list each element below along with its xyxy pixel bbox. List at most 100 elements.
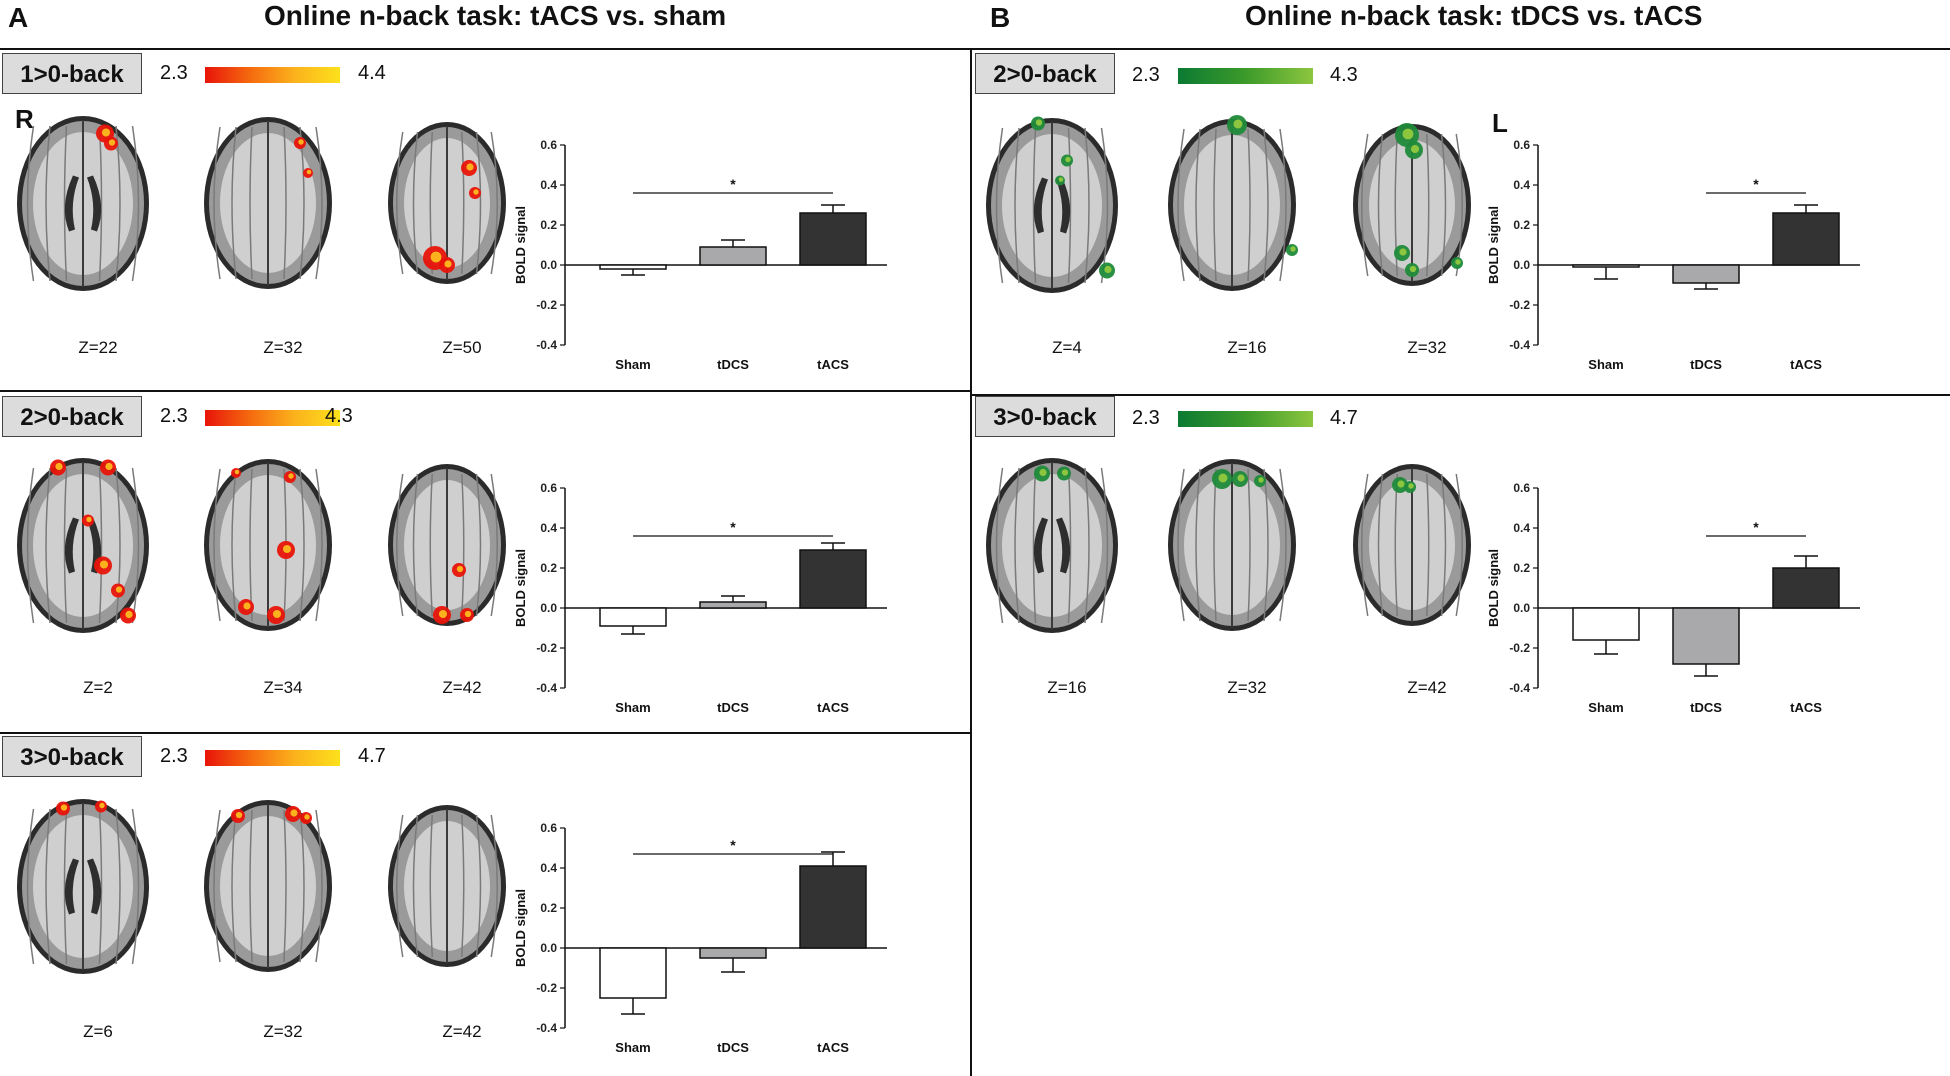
slice-z-label: Z=2 — [83, 678, 113, 697]
bar-tacs — [799, 212, 867, 266]
sulcus-line — [1247, 468, 1251, 622]
sulcus-line — [1084, 127, 1090, 283]
sulcus-line — [1213, 468, 1217, 622]
sulcus-line — [1100, 467, 1109, 623]
activation-peak — [101, 127, 111, 137]
activation-peak — [1402, 128, 1414, 140]
activation-peak — [306, 169, 312, 175]
slice-z-label: Z=22 — [78, 338, 118, 357]
sulcus-line — [461, 131, 465, 275]
sulcus-line — [283, 126, 287, 280]
sulcus-line — [45, 808, 51, 964]
y-tick-label: -0.2 — [536, 981, 557, 995]
activation-peak — [1408, 483, 1414, 489]
sulcus-line — [475, 131, 482, 275]
activation-peak — [105, 462, 113, 470]
y-axis-label: BOLD signal — [1486, 206, 1501, 284]
y-tick-label: 0.0 — [1513, 258, 1530, 272]
sulcus-line — [213, 809, 221, 963]
brain-slice — [1168, 459, 1296, 631]
bar-tdcs — [699, 246, 767, 266]
activation-peak — [1104, 265, 1112, 273]
ventricle — [64, 858, 79, 914]
sulcus-line — [63, 808, 68, 964]
activation-peak — [1061, 468, 1069, 476]
brain-slice — [1353, 464, 1471, 626]
sulcus-line — [231, 126, 237, 280]
sulcus-line — [315, 468, 323, 622]
sulcus-line — [1440, 473, 1447, 617]
y-tick-label: -0.4 — [1509, 338, 1530, 352]
panel-b-title: Online n-back task: tDCS vs. tACS — [1245, 0, 1703, 31]
color-max-label: 4.3 — [1330, 64, 1358, 86]
color-max-label: 4.3 — [325, 405, 353, 427]
sulcus-line — [45, 467, 51, 623]
brain-slice — [1353, 123, 1471, 286]
x-category-label: tDCS — [717, 1040, 749, 1055]
sulcus-line — [98, 467, 103, 623]
sulcus-line — [1014, 467, 1020, 623]
hot-colorbar — [205, 67, 340, 83]
slice-z-label: Z=16 — [1047, 678, 1087, 697]
top-rule — [0, 48, 1950, 50]
y-axis-label: BOLD signal — [513, 549, 528, 627]
y-tick-label: -0.4 — [536, 1021, 557, 1035]
sulcus-line — [1377, 133, 1384, 277]
activation-peak — [115, 585, 123, 593]
activation-peak — [1065, 156, 1071, 162]
bold-signal-bar-chart: 0.6 0.4 0.2 0.0 -0.2 -0.4 BOLD signal Sham tDCS t… — [513, 821, 887, 1055]
slice-z-label: Z=6 — [83, 1022, 113, 1041]
activation-peak — [108, 138, 116, 146]
green-colorbar — [1178, 411, 1313, 427]
panel-a-title: Online n-back task: tACS vs. sham — [264, 0, 727, 31]
sulcus-line — [461, 814, 465, 958]
brain-slice — [388, 464, 506, 626]
y-tick-label: 0.2 — [1513, 561, 1530, 575]
activation-peak — [298, 139, 304, 145]
sulcus-line — [1032, 467, 1037, 623]
sulcus-line — [412, 131, 419, 275]
significance-star: * — [1753, 176, 1759, 192]
slice-z-label: Z=42 — [1407, 678, 1447, 697]
x-category-label: Sham — [615, 357, 650, 372]
activation-peak — [1399, 248, 1407, 256]
y-tick-label: -0.4 — [536, 681, 557, 695]
sulcus-line — [995, 467, 1004, 623]
activation-peak — [1455, 259, 1461, 265]
y-tick-label: -0.4 — [1509, 681, 1530, 695]
sulcus-line — [299, 809, 305, 963]
slice-z-label: Z=34 — [263, 678, 303, 697]
y-tick-label: 0.6 — [540, 138, 557, 152]
bar-tacs — [799, 865, 867, 949]
bar-sham — [599, 264, 667, 270]
sulcus-line — [429, 814, 433, 958]
sulcus-line — [115, 467, 121, 623]
sulcus-line — [1263, 468, 1269, 622]
y-tick-label: 0.6 — [1513, 481, 1530, 495]
activation-peak — [1409, 265, 1417, 273]
y-tick-label: -0.2 — [1509, 641, 1530, 655]
x-category-label: tACS — [1790, 700, 1822, 715]
bar-sham — [599, 607, 667, 627]
ventricle — [1056, 517, 1071, 573]
sulcus-line — [475, 473, 482, 617]
sulcus-line — [490, 131, 498, 275]
sulcus-line — [1426, 133, 1430, 277]
sulcus-line — [283, 809, 287, 963]
slice-z-label: Z=32 — [1227, 678, 1267, 697]
hemisphere-label: L — [1492, 108, 1508, 138]
ventricle — [64, 175, 79, 231]
y-axis-label: BOLD signal — [513, 889, 528, 967]
sulcus-line — [231, 809, 237, 963]
activation-peak — [304, 814, 310, 820]
activation-peak — [464, 610, 472, 618]
bar-sham — [1572, 264, 1640, 268]
brain-slice — [1168, 115, 1298, 291]
brain-slice — [17, 457, 149, 633]
ventricle — [1033, 517, 1048, 573]
activation-peak — [55, 462, 63, 470]
sulcus-line — [1426, 473, 1430, 617]
ventricle — [87, 175, 102, 231]
sulcus-line — [213, 468, 221, 622]
y-tick-label: 0.2 — [540, 561, 557, 575]
